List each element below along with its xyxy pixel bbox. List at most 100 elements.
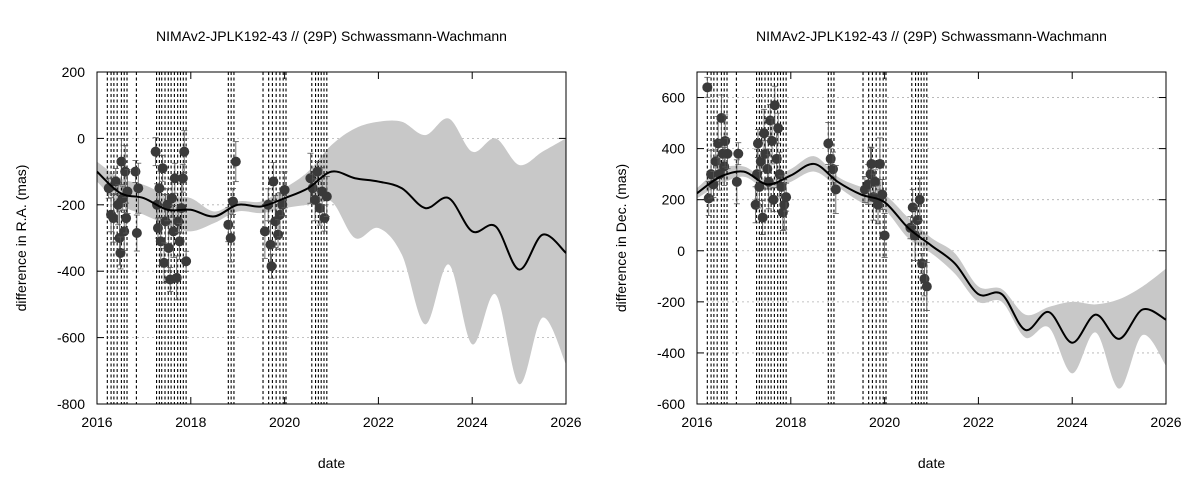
observation-point	[230, 156, 241, 167]
observation-point	[177, 173, 188, 184]
observation-point	[879, 230, 890, 241]
observation-point	[914, 194, 925, 205]
y-tick-label: -200	[657, 294, 685, 310]
observation-point	[768, 194, 779, 205]
x-tick-label: 2024	[457, 414, 488, 430]
plot-frame	[696, 71, 1167, 405]
observation-point	[159, 257, 170, 268]
observation-point	[163, 242, 174, 253]
x-tick-label: 2018	[775, 414, 806, 430]
observation-point	[268, 176, 279, 187]
observation-point	[773, 123, 784, 134]
observation-point	[312, 166, 323, 177]
x-tick-label: 2026	[550, 414, 581, 430]
observation-point	[110, 176, 121, 187]
observation-point	[157, 163, 168, 174]
y-tick-label: -200	[57, 197, 85, 213]
observation-point	[133, 183, 144, 194]
observation-point	[777, 207, 788, 218]
x-tick-label: 2016	[681, 414, 712, 430]
observation-point	[168, 226, 179, 237]
y-axis-label: difference in R.A. (mas)	[13, 165, 29, 312]
observation-point	[131, 228, 142, 239]
x-tick-label: 2018	[175, 414, 206, 430]
observation-point	[266, 261, 277, 272]
y-tick-label: -800	[57, 396, 85, 412]
observation-point	[310, 194, 321, 205]
observation-point	[130, 166, 141, 177]
observation-point	[873, 199, 884, 210]
observation-point	[877, 189, 888, 200]
observation-point	[702, 82, 713, 93]
observation-point	[912, 215, 923, 226]
y-tick-label: -600	[657, 396, 685, 412]
model-line	[96, 170, 567, 271]
uncertainty-band	[697, 156, 1166, 389]
observation-point	[176, 203, 187, 214]
observation-point	[116, 156, 127, 167]
observation-point	[731, 176, 742, 187]
x-tick-label: 2020	[869, 414, 900, 430]
x-tick-label: 2026	[1150, 414, 1181, 430]
chart-title: NIMAv2-JPLK192-43 // (29P) Schwassmann-W…	[156, 28, 507, 44]
observation-point	[767, 135, 778, 146]
chart-dec-residuals: NIMAv2-JPLK192-43 // (29P) Schwassmann-W…	[613, 28, 1182, 471]
observation-point	[759, 128, 770, 139]
observation-point	[762, 164, 773, 175]
observation-point	[321, 191, 332, 202]
observation-point	[774, 169, 785, 180]
observation-point	[874, 158, 885, 169]
y-tick-label: -600	[57, 330, 85, 346]
x-tick-label: 2024	[1057, 414, 1088, 430]
observation-point	[779, 199, 790, 210]
observation-point	[755, 156, 766, 167]
observation-point	[752, 138, 763, 149]
chart-ra-residuals: NIMAv2-JPLK192-43 // (29P) Schwassmann-W…	[13, 28, 582, 471]
observation-point	[120, 166, 131, 177]
observation-point	[265, 239, 276, 250]
observation-point	[823, 138, 834, 149]
observation-point	[757, 212, 768, 223]
x-tick-label: 2022	[963, 414, 994, 430]
observation-point	[152, 223, 163, 234]
y-tick-label: 0	[677, 243, 685, 259]
y-tick-label: 200	[62, 64, 86, 80]
observation-point	[228, 196, 239, 207]
observation-point	[171, 272, 182, 283]
observation-point	[160, 216, 171, 227]
y-tick-label: 200	[662, 192, 686, 208]
y-tick-label: 400	[662, 141, 686, 157]
observation-point	[174, 236, 185, 247]
observation-point	[259, 226, 270, 237]
observation-point	[825, 153, 836, 164]
chart-title: NIMAv2-JPLK192-43 // (29P) Schwassmann-W…	[756, 28, 1107, 44]
observation-point	[907, 202, 918, 213]
y-tick-label: -400	[657, 345, 685, 361]
observation-point	[274, 209, 285, 220]
observation-point	[771, 153, 782, 164]
observation-point	[870, 176, 881, 187]
y-tick-label: 600	[662, 90, 686, 106]
observation-point	[273, 229, 284, 240]
observation-point	[154, 183, 165, 194]
observation-point	[716, 112, 727, 123]
observation-point	[830, 184, 841, 195]
observation-point	[314, 203, 325, 214]
observation-point	[754, 181, 765, 192]
y-axis-label: difference in Dec. (mas)	[613, 164, 629, 312]
observation-point	[223, 219, 234, 230]
observation-point	[155, 236, 166, 247]
observation-point	[917, 258, 928, 269]
observation-point	[921, 281, 932, 292]
model-line	[696, 162, 1167, 344]
observation-point	[866, 158, 877, 169]
observation-point	[121, 213, 132, 224]
observation-point	[760, 148, 771, 159]
observation-point	[181, 256, 192, 267]
x-tick-label: 2016	[81, 414, 112, 430]
x-tick-label: 2020	[269, 414, 300, 430]
x-tick-label: 2022	[363, 414, 394, 430]
observation-point	[720, 135, 731, 146]
x-axis-label: date	[918, 455, 945, 471]
